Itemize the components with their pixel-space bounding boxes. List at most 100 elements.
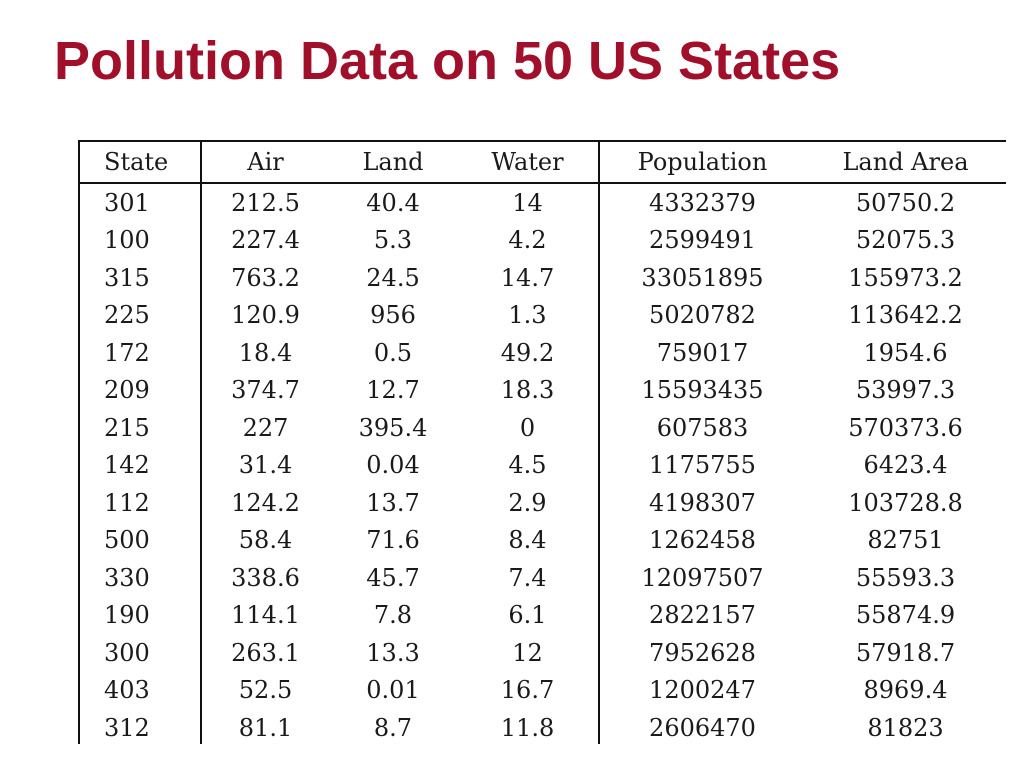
table-row: 300 263.1 13.3 12 7952628 57918.7 — [79, 634, 1006, 672]
cell-population: 2606470 — [649, 713, 756, 742]
cell-land-area: 55593.3 — [855, 563, 956, 592]
cell-water: 14.7 — [457, 259, 600, 297]
cell-land-area: 50750.2 — [855, 188, 956, 217]
cell-land-area: 82751 — [867, 526, 944, 555]
cell-land: 71.6 — [366, 526, 420, 555]
cell-population: 759017 — [656, 338, 749, 367]
cell-land: 12.7 — [366, 376, 420, 405]
cell-population: 5020782 — [649, 301, 756, 330]
table-row: 301 212.5 40.4 14 4332379 50750.2 — [79, 183, 1006, 222]
table-body: 301 212.5 40.4 14 4332379 50750.2 100 227.4 5.3 4… — [79, 183, 1006, 744]
cell-state: 142 — [79, 446, 202, 484]
cell-land: 0.01 — [366, 676, 420, 705]
slide-title: Pollution Data on 50 US States — [54, 31, 841, 91]
cell-state: 225 — [79, 296, 202, 334]
table-row: 315 763.2 24.5 14.7 33051895 155973.2 — [79, 259, 1006, 297]
cell-air: 763.2 — [231, 263, 300, 292]
cell-air: 263.1 — [231, 638, 300, 667]
cell-water: 14 — [457, 183, 600, 222]
cell-state: 300 — [79, 634, 202, 672]
column-header-land: Land — [329, 141, 457, 184]
cell-water: 12 — [457, 634, 600, 672]
table-row: 100 227.4 5.3 4.2 2599491 52075.3 — [79, 221, 1006, 259]
cell-land: 956 — [370, 301, 416, 330]
cell-air: 81.1 — [238, 713, 293, 742]
table-row: 403 52.5 0.01 16.7 1200247 8969.4 — [79, 671, 1006, 709]
table-row: 190 114.1 7.8 6.1 2822157 55874.9 — [79, 596, 1006, 634]
cell-state: 315 — [79, 259, 202, 297]
cell-land: 13.3 — [366, 638, 420, 667]
cell-population: 607583 — [656, 413, 749, 442]
cell-water: 4.2 — [457, 221, 600, 259]
cell-water: 2.9 — [457, 484, 600, 522]
cell-land: 395.4 — [358, 413, 428, 442]
cell-land: 8.7 — [373, 713, 413, 742]
cell-land-area: 570373.6 — [848, 413, 963, 442]
cell-state: 312 — [79, 709, 202, 744]
cell-air: 374.7 — [231, 376, 300, 405]
cell-state: 112 — [79, 484, 202, 522]
cell-land-area: 103728.8 — [848, 488, 963, 517]
table-row: 500 58.4 71.6 8.4 1262458 82751 — [79, 521, 1006, 559]
cell-population: 1175755 — [649, 451, 756, 480]
table-row: 330 338.6 45.7 7.4 12097507 55593.3 — [79, 559, 1006, 597]
cell-land-area: 1954.6 — [863, 338, 948, 367]
table-header-row: State Air Land Water Population Land Are… — [79, 141, 1006, 184]
column-header-state: State — [79, 141, 202, 184]
cell-state: 330 — [79, 559, 202, 597]
cell-population: 1200247 — [649, 676, 756, 705]
cell-air: 58.4 — [238, 526, 293, 555]
cell-land: 7.8 — [373, 601, 413, 630]
table-row: 172 18.4 0.5 49.2 759017 1954.6 — [79, 334, 1006, 372]
table-row: 215 227 395.4 0 607583 570373.6 — [79, 409, 1006, 447]
cell-population: 15593435 — [641, 376, 764, 405]
cell-state: 215 — [79, 409, 202, 447]
cell-water: 16.7 — [457, 671, 600, 709]
cell-state: 209 — [79, 371, 202, 409]
table-row: 312 81.1 8.7 11.8 2606470 81823 — [79, 709, 1006, 744]
cell-land-area: 52075.3 — [855, 226, 956, 255]
cell-state: 190 — [79, 596, 202, 634]
cell-air: 227 — [242, 413, 289, 442]
table-row: 112 124.2 13.7 2.9 4198307 103728.8 — [79, 484, 1006, 522]
cell-air: 18.4 — [238, 338, 293, 367]
cell-air: 31.4 — [238, 451, 293, 480]
cell-population: 4332379 — [649, 188, 756, 217]
cell-state: 172 — [79, 334, 202, 372]
cell-water: 7.4 — [457, 559, 600, 597]
column-header-population: Population — [599, 141, 805, 184]
cell-air: 114.1 — [231, 601, 300, 630]
cell-water: 11.8 — [457, 709, 600, 744]
cell-land: 40.4 — [366, 188, 420, 217]
cell-land: 0.5 — [373, 338, 413, 367]
table-row: 142 31.4 0.04 4.5 1175755 6423.4 — [79, 446, 1006, 484]
cell-population: 7952628 — [649, 638, 756, 667]
pollution-data-table: State Air Land Water Population Land Are… — [78, 140, 1006, 744]
cell-air: 212.5 — [231, 188, 300, 217]
cell-population: 2822157 — [649, 601, 756, 630]
cell-water: 1.3 — [457, 296, 600, 334]
cell-population: 33051895 — [641, 263, 764, 292]
cell-land: 0.04 — [366, 451, 420, 480]
cell-water: 8.4 — [457, 521, 600, 559]
cell-water: 49.2 — [457, 334, 600, 372]
cell-air: 338.6 — [231, 563, 300, 592]
cell-population: 12097507 — [641, 563, 764, 592]
cell-land-area: 55874.9 — [855, 601, 956, 630]
cell-air: 120.9 — [231, 301, 300, 330]
cell-population: 2599491 — [649, 226, 756, 255]
table-row: 209 374.7 12.7 18.3 15593435 53997.3 — [79, 371, 1006, 409]
column-header-water: Water — [457, 141, 600, 184]
cell-population: 1262458 — [649, 526, 756, 555]
cell-population: 4198307 — [649, 488, 756, 517]
cell-land-area: 6423.4 — [863, 451, 948, 480]
cell-water: 4.5 — [457, 446, 600, 484]
cell-land: 45.7 — [366, 563, 420, 592]
table-row: 225 120.9 956 1.3 5020782 113642.2 — [79, 296, 1006, 334]
cell-land-area: 113642.2 — [848, 301, 963, 330]
cell-land-area: 53997.3 — [855, 376, 956, 405]
pollution-table-container: State Air Land Water Population Land Are… — [78, 140, 1006, 744]
cell-land-area: 8969.4 — [863, 676, 948, 705]
cell-air: 227.4 — [231, 226, 300, 255]
